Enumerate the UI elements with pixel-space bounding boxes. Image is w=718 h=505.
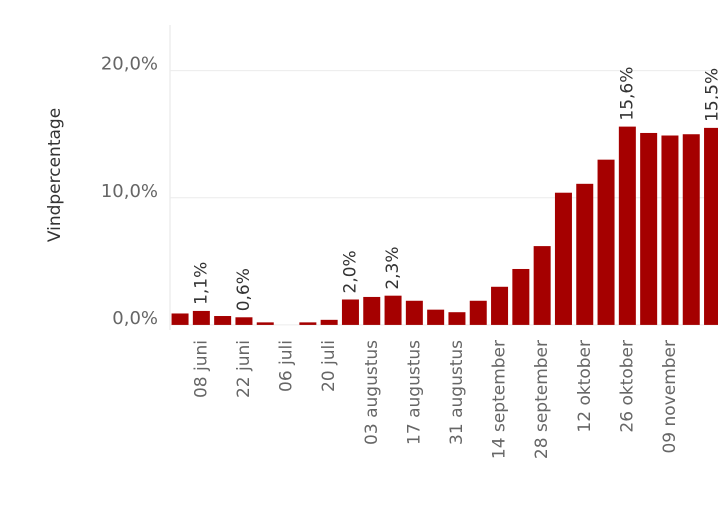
bar (192, 310, 210, 325)
bar (618, 126, 636, 325)
bar (171, 313, 189, 325)
x-tick-label: 31 augustus (447, 340, 467, 445)
x-tick-label: 26 oktober (617, 340, 637, 433)
bar (235, 317, 253, 325)
x-tick-label: 14 september (490, 340, 510, 459)
value-label: 0,6% (234, 268, 254, 311)
x-tick-label: 03 augustus (362, 340, 382, 445)
value-label: 2,3% (383, 246, 403, 289)
bar (661, 135, 679, 325)
bar (214, 316, 232, 325)
x-tick-label: 28 september (532, 340, 552, 459)
bar (512, 268, 530, 325)
bar (427, 309, 445, 325)
y-tick-label: 10,0% (101, 181, 158, 202)
x-tick-label: 20 juli (319, 340, 339, 392)
bar (320, 319, 338, 325)
y-axis-label: Vindpercentage (45, 108, 65, 242)
x-tick-label: 08 juni (191, 340, 211, 398)
bar (576, 183, 594, 325)
value-label: 15,6% (617, 67, 637, 121)
y-tick-label: 20,0% (101, 54, 158, 75)
x-tick-label: 12 oktober (575, 340, 595, 433)
value-label: 2,0% (340, 250, 360, 293)
y-tick-label: 0,0% (112, 308, 158, 329)
value-label: 15,5% (703, 68, 718, 122)
x-tick-label: 09 november (660, 340, 680, 454)
bar (384, 295, 402, 325)
bar (533, 246, 551, 325)
value-label: 1,1% (191, 262, 211, 305)
bar (554, 192, 572, 325)
bar (682, 134, 700, 325)
bar (341, 299, 359, 325)
x-tick-label: 06 juli (277, 340, 297, 392)
bar (448, 312, 466, 325)
x-tick-label: 22 juni (234, 340, 254, 398)
bar (491, 286, 509, 325)
bar (299, 322, 317, 325)
bar (469, 300, 487, 325)
bar (363, 296, 381, 325)
bar (704, 127, 718, 325)
bar (405, 300, 423, 325)
x-tick-label: 17 augustus (404, 340, 424, 445)
bar (640, 132, 658, 325)
bar (597, 159, 615, 325)
bar (256, 322, 274, 325)
